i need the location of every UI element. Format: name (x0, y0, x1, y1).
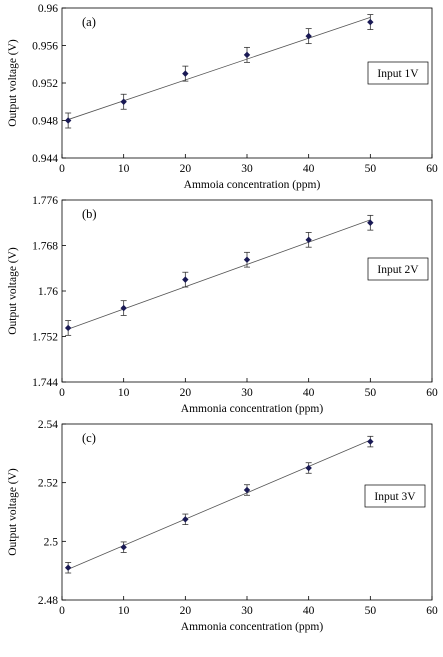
data-point (64, 117, 72, 124)
data-point (182, 276, 189, 283)
y-tick-label: 0.944 (32, 153, 58, 165)
legend-label: Input 1V (377, 68, 419, 80)
x-tick-label: 0 (59, 387, 65, 399)
x-tick-label: 40 (303, 387, 315, 399)
x-tick-label: 50 (365, 387, 377, 399)
data-point (182, 70, 189, 77)
data-point (305, 236, 312, 244)
legend-label: Input 3V (374, 491, 416, 503)
panel-label: (a) (82, 15, 96, 29)
data-point (305, 32, 312, 40)
x-tick-label: 30 (241, 387, 253, 399)
plot-frame (61, 423, 433, 601)
x-tick-label: 20 (180, 605, 192, 617)
data-point (367, 18, 374, 26)
x-tick-label: 10 (118, 163, 130, 175)
y-tick-label: 1.776 (32, 195, 58, 207)
legend-box: Input 1V (367, 61, 429, 85)
x-tick-label: 40 (303, 163, 315, 175)
y-tick-label: 1.768 (32, 241, 58, 253)
x-tick-label: 60 (426, 387, 438, 399)
y-tick-label: 1.752 (32, 332, 58, 344)
x-tick-label: 50 (365, 605, 377, 617)
y-tick-label: 2.54 (38, 419, 58, 431)
data-point (243, 486, 251, 494)
data-point (243, 256, 251, 263)
data-point (120, 98, 127, 105)
fit-line (68, 16, 371, 120)
x-tick-label: 10 (118, 605, 130, 617)
data-point (367, 219, 374, 226)
data-point (64, 564, 72, 571)
x-axis-label: Ammonia concentration (ppm) (181, 621, 324, 633)
legend-box: Input 3V (364, 484, 426, 508)
fit-line (68, 219, 371, 330)
y-tick-label: 0.952 (32, 78, 58, 90)
plot-frame (61, 199, 433, 383)
y-axis-label: Output voltage (V) (7, 39, 19, 127)
data-point (305, 464, 312, 472)
y-axis-label: Output voltage (V) (7, 247, 19, 335)
y-tick-label: 1.744 (32, 377, 58, 389)
panel-label: (c) (82, 431, 96, 445)
y-tick-label: 0.96 (38, 3, 58, 15)
x-tick-label: 50 (365, 163, 377, 175)
data-point (120, 544, 127, 551)
x-tick-label: 10 (118, 387, 130, 399)
y-tick-label: 1.76 (38, 286, 58, 298)
legend-box: Input 2V (367, 257, 429, 281)
x-tick-label: 60 (426, 605, 438, 617)
data-point (120, 304, 127, 312)
data-point (182, 516, 189, 523)
y-tick-label: 0.948 (32, 116, 58, 128)
chart-panel-1: 1.744 1.752 1.76 1.768 1.776 0 10 20 30 40 50 60 Amm… (7, 195, 438, 415)
chart-panel-2: 2.48 2.5 2.52 2.54 0 10 20 30 40 50 60 Ammonia conc… (7, 419, 438, 633)
x-tick-label: 30 (241, 605, 253, 617)
y-tick-label: 2.5 (44, 536, 59, 548)
y-tick-label: 0.956 (32, 41, 58, 53)
x-tick-label: 0 (59, 163, 65, 175)
x-tick-label: 30 (241, 163, 253, 175)
data-point (243, 51, 251, 59)
x-tick-label: 40 (303, 605, 315, 617)
y-tick-label: 2.48 (38, 595, 58, 607)
y-tick-label: 2.52 (38, 478, 58, 490)
x-tick-label: 20 (180, 163, 192, 175)
panel-label: (b) (82, 207, 97, 221)
x-axis-label: Ammonia concentration (ppm) (181, 403, 324, 415)
x-axis-label: Ammoia concentration (ppm) (184, 179, 321, 191)
x-tick-label: 20 (180, 387, 192, 399)
y-axis-label: Output voltage (V) (7, 468, 19, 556)
fit-line (68, 439, 371, 570)
x-tick-label: 60 (426, 163, 438, 175)
x-tick-label: 0 (59, 605, 65, 617)
data-point (64, 324, 72, 332)
chart-panel-0: 0.944 0.948 0.952 0.956 0.96 0 10 20 30 40 50 60 Amm… (7, 3, 438, 191)
data-point (367, 438, 374, 445)
legend-label: Input 2V (377, 264, 419, 276)
